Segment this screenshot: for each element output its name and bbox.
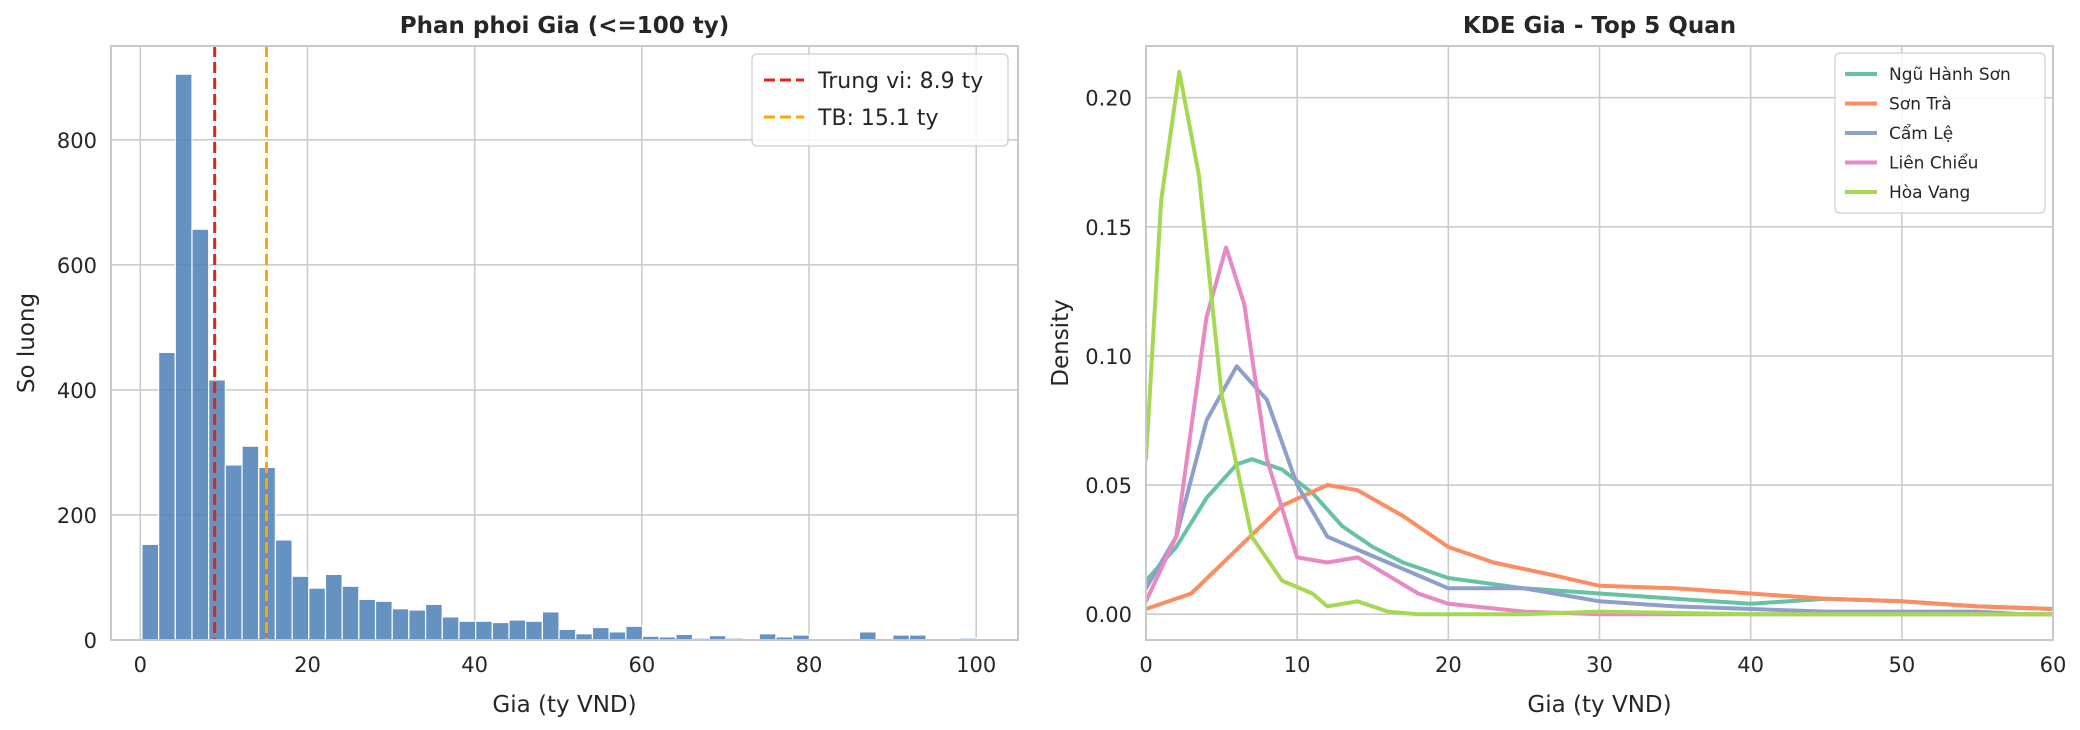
histogram-bar (341, 585, 360, 640)
legend: Ngũ Hành Sơn Sơn Trà Cẩm Lệ Liên Chiểu Hòa V… (1834, 52, 2046, 214)
histogram-bar (625, 625, 644, 640)
histogram-bar (141, 543, 160, 640)
histogram-bar (858, 631, 877, 640)
histogram-bar (224, 464, 243, 640)
histogram-bar (508, 619, 527, 640)
y-tick-label: 0.10 (1085, 345, 1132, 369)
x-axis-label: Gia (ty VND) (1527, 692, 1671, 718)
histogram-bar (358, 598, 377, 640)
legend-label: Liên Chiểu (1889, 153, 1978, 174)
histogram-bar (241, 445, 260, 640)
x-tick-label: 50 (1888, 653, 1915, 677)
y-axis-label: So luong (14, 293, 40, 393)
histogram-bar (541, 611, 560, 640)
histogram-bar (308, 587, 327, 640)
histogram-bar (174, 73, 193, 640)
x-tick-label: 20 (1435, 653, 1462, 677)
legend-box (1834, 52, 2046, 214)
histogram-bar (908, 634, 927, 640)
chart-1: 0 20 40 60 80 100 0 200 400 600 800 Phan phoi Gia (… (14, 13, 1043, 718)
histogram-bar (291, 575, 310, 640)
x-tick-label: 0 (134, 653, 147, 677)
axes-frame (1145, 45, 2054, 641)
y-tick-label: 0.15 (1085, 216, 1132, 240)
y-tick-label: 800 (57, 129, 97, 153)
legend: Trung vi: 8.9 ty TB: 15.1 ty (751, 53, 1009, 147)
histogram-bar (458, 620, 477, 640)
axes-frame (110, 45, 1019, 641)
histogram-bar (1026, 637, 1043, 640)
histogram-bar (608, 631, 627, 640)
y-tick-label: 0.00 (1085, 603, 1132, 627)
kde-line (1146, 69, 2053, 617)
x-tick-label: 0 (1139, 653, 1152, 677)
histogram-bar (424, 603, 443, 640)
x-tick-label: 60 (628, 653, 655, 677)
histogram-bar (525, 620, 543, 640)
chart-title: KDE Gia - Top 5 Quan (1463, 13, 1736, 39)
legend-box (751, 53, 1009, 147)
legend-label: TB: 15.1 ty (817, 106, 939, 131)
y-tick-label: 600 (57, 254, 97, 278)
x-axis-label: Gia (ty VND) (492, 692, 636, 718)
y-tick-label: 400 (57, 379, 97, 403)
legend-label: Ngũ Hành Sơn (1889, 65, 2011, 85)
y-tick-label: 0 (84, 629, 97, 653)
kde-line (1146, 364, 2053, 617)
x-tick-label: 80 (796, 653, 823, 677)
plot-area (1146, 69, 2053, 617)
histogram-bar (158, 351, 176, 640)
y-tick-label: 0.05 (1085, 474, 1132, 498)
plot-area (141, 46, 1043, 640)
y-tick-label: 200 (57, 504, 97, 528)
histogram-bar (558, 628, 577, 640)
chart-title: Phan phoi Gia (<=100 ty) (400, 13, 730, 39)
kde-line (1146, 483, 2053, 611)
histogram-bar (391, 608, 410, 640)
y-axis-label: Density (1048, 299, 1074, 386)
x-tick-label: 30 (1586, 653, 1613, 677)
histogram-bar (374, 600, 393, 640)
histogram-bar (191, 228, 210, 640)
histogram-bar (408, 609, 427, 640)
x-tick-label: 40 (1737, 653, 1764, 677)
legend-label: Cẩm Lệ (1889, 123, 1953, 144)
histogram-bar (441, 616, 460, 640)
x-tick-label: 10 (1284, 653, 1311, 677)
legend-label: Trung vi: 8.9 ty (817, 69, 983, 94)
histogram-bar (274, 539, 293, 640)
x-tick-label: 40 (461, 653, 488, 677)
histogram-bar (591, 626, 610, 640)
histogram-bar (491, 621, 510, 640)
histogram-bar (208, 379, 226, 640)
histogram-bar (324, 573, 343, 640)
y-tick-label: 0.20 (1085, 87, 1132, 111)
histogram-bar (792, 634, 810, 640)
x-tick-label: 20 (294, 653, 321, 677)
chart-2: 0 10 20 30 40 50 60 0.00 0.05 0.10 0.15 0.20 KDE Gia… (1048, 13, 2066, 718)
legend-label: Hòa Vang (1889, 183, 1970, 203)
legend-label: Sơn Trà (1889, 95, 1952, 115)
histogram-bar (475, 620, 493, 640)
x-tick-label: 100 (956, 653, 996, 677)
x-tick-label: 60 (2040, 653, 2067, 677)
